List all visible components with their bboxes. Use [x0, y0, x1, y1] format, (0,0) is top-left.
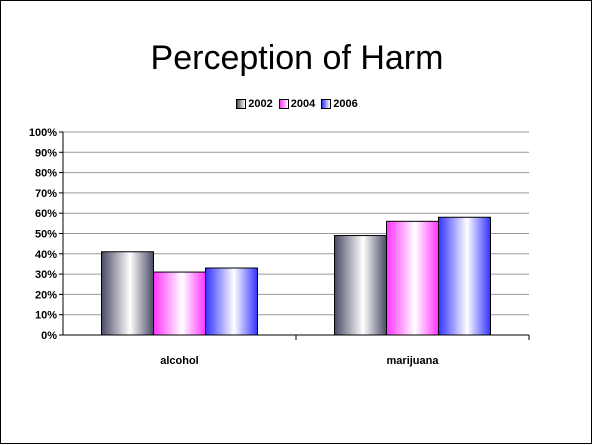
y-tick-label: 100%	[29, 127, 57, 139]
y-tick-label: 40%	[35, 249, 57, 261]
legend-item-2002: 2002	[236, 98, 273, 110]
legend-item-2006: 2006	[321, 98, 358, 110]
bar-2002-alcohol	[101, 251, 154, 336]
bar-2004-marijuana	[386, 220, 439, 336]
x-category-label: alcohol	[160, 355, 199, 367]
legend: 2002 2004 2006	[1, 98, 592, 110]
bar-2004-alcohol	[153, 271, 206, 336]
legend-swatch-2006	[321, 99, 332, 109]
y-tick-label: 60%	[35, 208, 57, 220]
legend-swatch-2004	[278, 99, 289, 109]
chart-title: Perception of Harm	[150, 39, 444, 77]
y-tick-label: 30%	[35, 269, 57, 281]
legend-swatch-2002	[236, 99, 247, 109]
legend-label-2002: 2002	[248, 98, 273, 110]
bar-2006-marijuana	[438, 216, 491, 336]
legend-item-2004: 2004	[278, 98, 316, 110]
bar-2006-alcohol	[205, 267, 258, 336]
y-tick-label: 10%	[35, 310, 57, 322]
y-tick-label: 20%	[35, 289, 57, 301]
y-tick-label: 80%	[35, 168, 57, 180]
y-tick-label: 50%	[35, 229, 57, 241]
bar-2002-marijuana	[334, 235, 387, 336]
y-tick-label: 0%	[41, 330, 57, 342]
x-category-label: marijuana	[387, 355, 440, 367]
y-tick-label: 90%	[35, 147, 57, 159]
legend-label-2006: 2006	[333, 98, 358, 110]
y-tick-label: 70%	[35, 188, 57, 200]
legend-label-2004: 2004	[290, 98, 316, 110]
